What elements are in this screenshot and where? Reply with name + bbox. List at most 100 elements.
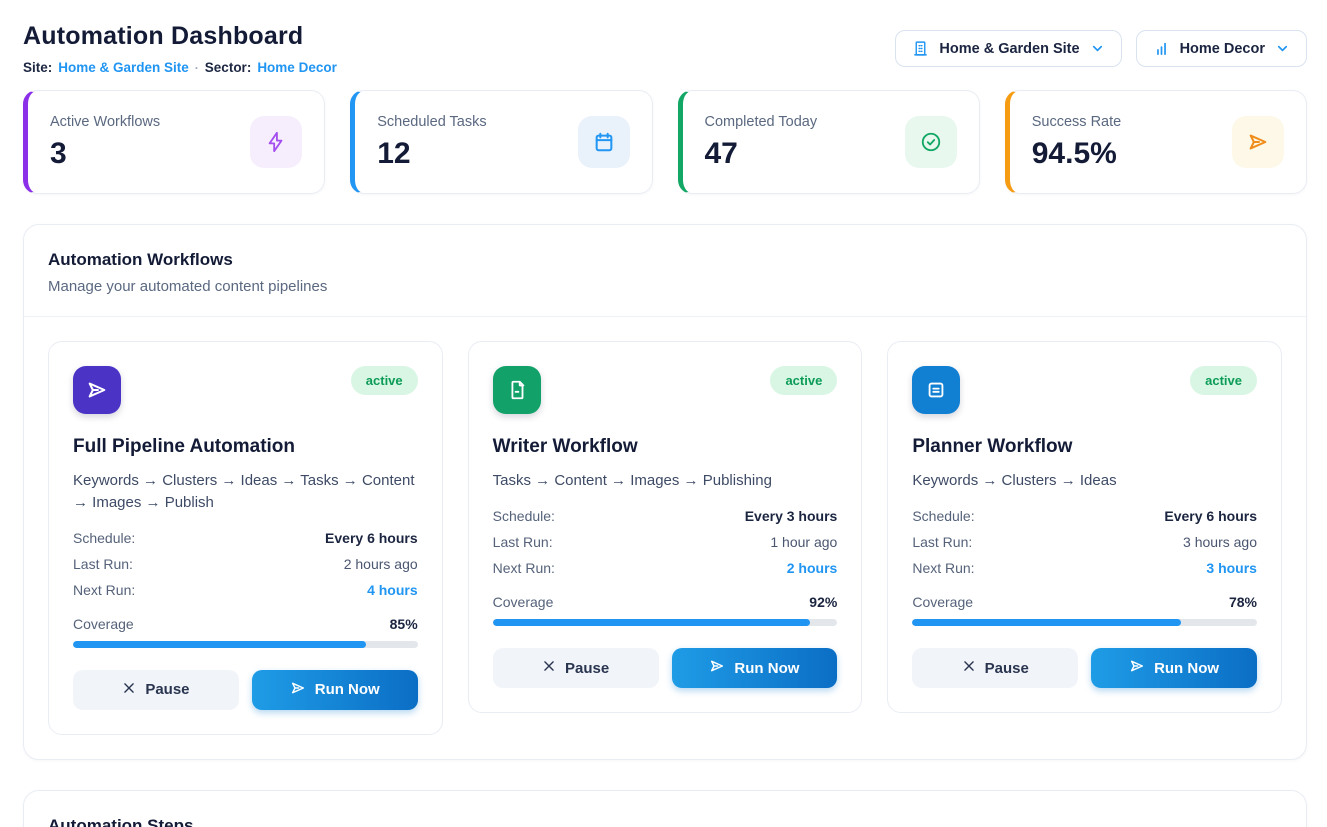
workflow-pipeline: Keywords → Clusters → Ideas [912,472,1117,489]
workflow-card-writer: active Writer Workflow Tasks → Content →… [467,341,863,713]
send-icon [73,366,121,414]
coverage-progress-fill [73,640,366,648]
calendar-icon [577,116,630,168]
run-now-button[interactable]: Run Now [671,648,838,688]
run-now-button[interactable]: Run Now [251,669,418,710]
schedule-label: Schedule: [73,529,136,546]
building-icon [912,40,929,57]
stat-value: 12 [377,136,411,170]
run-now-button-label: Run Now [734,659,800,677]
close-icon [962,659,976,677]
section-title: Automation Workflows [48,250,233,269]
file-text-icon [492,366,541,414]
next-run-label: Next Run: [73,581,136,598]
stat-value: 3 [50,136,67,170]
workflows-section-body: active Full Pipeline Automation Keywords… [24,317,1306,759]
stat-label: Completed Today [704,113,818,130]
coverage-block: Coverage 85% [73,616,418,648]
last-run-row: Last Run: 2 hours ago [73,556,418,572]
send-icon [709,658,725,678]
section-title: Automation Steps [48,815,194,827]
workflows-section: Automation Workflows Manage your automat… [23,224,1307,760]
coverage-progress-track [73,640,418,648]
site-link[interactable]: Home & Garden Site [58,60,189,75]
last-run-label: Last Run: [73,555,133,572]
workflow-grid: active Full Pipeline Automation Keywords… [48,341,1282,735]
next-run-value: 4 hours [367,581,418,598]
status-badge: active [350,366,418,395]
stat-label: Scheduled Tasks [377,113,487,130]
last-run-value: 3 hours ago [1183,534,1257,550]
coverage-block: Coverage 78% [912,594,1257,626]
schedule-label: Schedule: [492,508,555,524]
coverage-value: 85% [389,615,418,632]
sector-link[interactable]: Home Decor [257,60,337,75]
schedule-value: Every 3 hours [744,508,838,524]
coverage-block: Coverage 92% [492,594,838,626]
subtitle-separator: · [194,60,199,75]
last-run-value: 1 hour ago [770,534,838,550]
stat-value: 94.5% [1031,136,1117,170]
next-run-row: Next Run: 2 hours [493,560,838,576]
coverage-label: Coverage [73,615,134,632]
header-controls: Home & Garden Site Home Decor [895,30,1307,67]
workflow-card-planner: active Planner Workflow Keywords → Clust… [887,341,1282,713]
schedule-value: Every 6 hours [1164,508,1257,524]
coverage-label: Coverage [912,594,974,610]
steps-section-header: Automation Steps Configure which steps a… [24,791,1306,827]
run-now-button-label: Run Now [314,681,380,698]
next-run-value: 3 hours [1206,560,1257,576]
stat-card-scheduled-tasks: Scheduled Tasks 12 [350,90,653,194]
sector-dropdown-label: Home Decor [1179,40,1265,57]
workflows-section-header: Automation Workflows Manage your automat… [24,225,1306,317]
send-icon [1129,658,1145,678]
next-run-row: Next Run: 3 hours [912,560,1257,576]
sector-dropdown[interactable]: Home Decor [1135,30,1307,67]
site-dropdown[interactable]: Home & Garden Site [895,30,1122,67]
run-now-button[interactable]: Run Now [1091,648,1257,688]
bar-chart-icon [1153,40,1170,57]
status-badge: active [770,366,838,395]
coverage-progress-track [912,619,1257,626]
schedule-value: Every 6 hours [325,529,418,546]
last-run-row: Last Run: 1 hour ago [493,534,838,550]
stat-card-success-rate: Success Rate 94.5% [1004,90,1307,194]
status-badge: active [1190,366,1257,395]
last-run-label: Last Run: [492,534,553,550]
check-circle-icon [904,116,957,168]
page-header: Automation Dashboard Site: Home & Garden… [23,22,1307,75]
stat-label: Active Workflows [50,113,161,130]
stat-value: 47 [704,136,738,170]
last-run-row: Last Run: 3 hours ago [912,534,1257,550]
steps-section: Automation Steps Configure which steps a… [23,789,1307,827]
page-title: Automation Dashboard [23,22,304,50]
next-run-value: 2 hours [786,560,838,576]
site-dropdown-label: Home & Garden Site [939,40,1080,57]
pause-button[interactable]: Pause [912,648,1079,688]
send-icon [290,680,306,700]
run-now-button-label: Run Now [1154,659,1220,677]
schedule-row: Schedule: Every 3 hours [493,508,838,524]
chevron-down-icon [1090,41,1105,56]
coverage-value: 78% [1228,594,1257,610]
workflow-pipeline: Tasks → Content → Images → Publishing [492,472,772,489]
next-run-label: Next Run: [492,560,555,576]
pause-button-label: Pause [145,681,190,698]
schedule-row: Schedule: Every 6 hours [912,508,1257,524]
next-run-row: Next Run: 4 hours [73,582,418,598]
site-label: Site: [23,60,53,75]
page-title-block: Automation Dashboard Site: Home & Garden… [23,22,337,75]
last-run-label: Last Run: [912,534,973,550]
last-run-value: 2 hours ago [343,555,418,572]
pause-button[interactable]: Pause [73,669,239,710]
workflow-card-full-pipeline: active Full Pipeline Automation Keywords… [48,341,443,735]
stats-row: Active Workflows 3 Scheduled Tasks 12 Co… [23,90,1307,194]
workflow-title: Full Pipeline Automation [73,436,296,457]
section-subtitle: Manage your automated content pipelines [48,278,328,295]
pause-button[interactable]: Pause [492,648,659,688]
coverage-progress-track [492,619,838,626]
pause-button-label: Pause [984,659,1029,677]
stat-card-completed-today: Completed Today 47 [677,90,980,194]
coverage-value: 92% [809,594,838,610]
